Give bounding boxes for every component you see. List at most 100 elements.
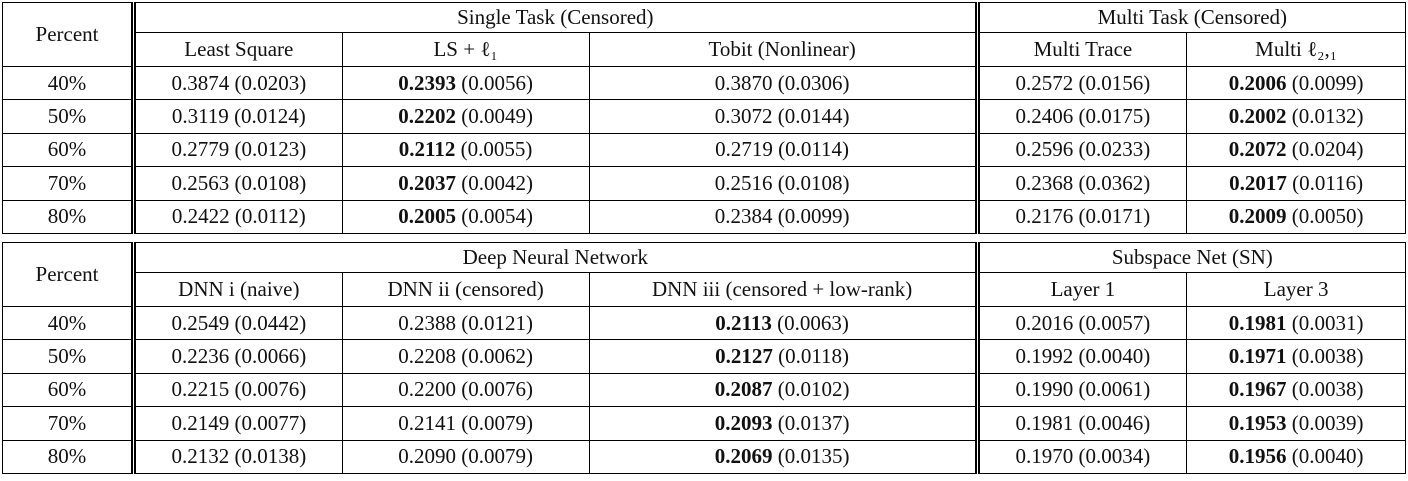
std: (0.0046) — [1078, 410, 1151, 435]
cell: 0.1971 (0.0038) — [1186, 339, 1406, 374]
cell: 0.2005 (0.0054) — [341, 199, 590, 234]
cell: 0.2072 (0.0204) — [1186, 132, 1406, 168]
mean: 0.2202 — [398, 104, 456, 129]
mean: 0.3119 — [171, 104, 229, 129]
group-header-row: Percent Single Task (Censored) Multi Task … — [1, 2, 1407, 67]
std: (0.0171) — [1078, 204, 1151, 229]
mean: 0.1981 — [1015, 410, 1074, 435]
std: (0.0121) — [461, 310, 533, 335]
mean: 0.2368 — [1015, 170, 1074, 195]
std: (0.0077) — [234, 410, 307, 435]
row-label: 40% — [1, 65, 137, 101]
group-header: Deep Neural Network — [133, 241, 980, 273]
cell: 0.2388 (0.0121) — [341, 305, 590, 341]
group-header: Subspace Net (SN) — [976, 241, 1407, 273]
column-header: Layer 3 — [1186, 271, 1406, 307]
cell: 0.3119 (0.0124) — [133, 99, 343, 134]
std: (0.0137) — [777, 410, 850, 435]
row-label: 60% — [1, 132, 137, 168]
std: (0.0112) — [234, 204, 306, 229]
cell: 0.1981 (0.0031) — [1186, 305, 1406, 341]
mean: 0.1967 — [1228, 377, 1287, 402]
column-header: Multi ℓ₂,₁ — [1186, 32, 1406, 67]
cell: 0.2200 (0.0076) — [341, 372, 590, 408]
std: (0.0034) — [1078, 444, 1151, 469]
std: (0.0138) — [234, 444, 307, 469]
mean: 0.2236 — [171, 344, 230, 369]
mean: 0.2006 — [1228, 70, 1287, 95]
std: (0.0204) — [1291, 137, 1364, 162]
cell: 0.2127 (0.0118) — [588, 339, 980, 374]
std: (0.0042) — [461, 170, 533, 195]
mean: 0.2779 — [171, 137, 230, 162]
mean: 0.2516 — [714, 170, 773, 195]
mean: 0.2016 — [1015, 310, 1074, 335]
cell: 0.2016 (0.0057) — [976, 305, 1188, 341]
cell: 0.1956 (0.0040) — [1186, 439, 1406, 474]
std: (0.0063) — [777, 310, 849, 335]
row-label: 40% — [1, 305, 137, 341]
cell: 0.2406 (0.0175) — [976, 99, 1188, 134]
cell: 0.2215 (0.0076) — [133, 372, 343, 408]
std: (0.0175) — [1078, 104, 1151, 129]
mean: 0.2037 — [398, 170, 456, 195]
cell: 0.2113 (0.0063) — [588, 305, 980, 341]
mean: 0.2005 — [398, 204, 456, 229]
cell: 0.3874 (0.0203) — [133, 65, 343, 101]
std: (0.0123) — [234, 137, 307, 162]
mean: 0.1992 — [1015, 344, 1074, 369]
mean: 0.2017 — [1229, 170, 1287, 195]
mean: 0.2093 — [714, 410, 773, 435]
mean: 0.2112 — [398, 137, 456, 162]
mean: 0.2596 — [1015, 137, 1074, 162]
results-table: Percent Single Task (Censored) Multi Task … — [1, 2, 1407, 234]
row-label: 80% — [1, 439, 137, 474]
row-label: 50% — [1, 99, 137, 134]
cell: 0.1953 (0.0039) — [1186, 406, 1406, 441]
mean: 0.2549 — [171, 310, 230, 335]
cell: 0.2516 (0.0108) — [588, 166, 980, 201]
cell: 0.2572 (0.0156) — [976, 65, 1188, 101]
std: (0.0135) — [777, 444, 850, 469]
cell: 0.2393 (0.0056) — [341, 65, 590, 101]
std: (0.0040) — [1078, 344, 1151, 369]
mean: 0.2384 — [714, 204, 773, 229]
std: (0.0102) — [777, 377, 850, 402]
cell: 0.2719 (0.0114) — [588, 132, 980, 168]
mean: 0.3870 — [714, 70, 773, 95]
data-row: 80% 0.2132 (0.0138) 0.2090 (0.0079) 0.2069 … — [1, 439, 1406, 474]
cell: 0.2002 (0.0132) — [1186, 99, 1406, 134]
mean: 0.2132 — [171, 444, 230, 469]
mean: 0.1981 — [1228, 310, 1287, 335]
cell: 0.2208 (0.0062) — [341, 339, 590, 374]
column-header: LS + ℓ₁ — [341, 32, 590, 67]
mean: 0.3072 — [714, 104, 773, 129]
cell: 0.2132 (0.0138) — [133, 439, 343, 474]
row-label: 80% — [1, 199, 137, 234]
mean: 0.2090 — [398, 444, 456, 469]
std: (0.0116) — [1292, 170, 1364, 195]
mean: 0.2215 — [171, 377, 230, 402]
cell: 0.2009 (0.0050) — [1186, 199, 1406, 234]
column-header: Least Square — [133, 32, 343, 67]
mean: 0.3874 — [171, 70, 230, 95]
std: (0.0054) — [461, 204, 533, 229]
cell: 0.2112 (0.0055) — [341, 132, 590, 168]
mean: 0.2127 — [715, 344, 773, 369]
mean: 0.2208 — [398, 344, 456, 369]
std: (0.0233) — [1078, 137, 1151, 162]
cell: 0.2368 (0.0362) — [976, 166, 1188, 201]
std: (0.0076) — [461, 377, 533, 402]
std: (0.0038) — [1291, 377, 1364, 402]
cell: 0.2087 (0.0102) — [588, 372, 980, 408]
std: (0.0099) — [777, 204, 850, 229]
row-header: Percent — [1, 241, 137, 307]
std: (0.0108) — [777, 170, 850, 195]
std: (0.0156) — [1078, 70, 1151, 95]
group-header-row: Percent Deep Neural Network Subspace Net (… — [1, 241, 1407, 307]
mean: 0.2406 — [1015, 104, 1074, 129]
column-header: Tobit (Nonlinear) — [588, 32, 980, 67]
std: (0.0055) — [460, 137, 533, 162]
std: (0.0076) — [234, 377, 307, 402]
data-row: 80% 0.2422 (0.0112) 0.2005 (0.0054) 0.2384 … — [1, 199, 1406, 234]
